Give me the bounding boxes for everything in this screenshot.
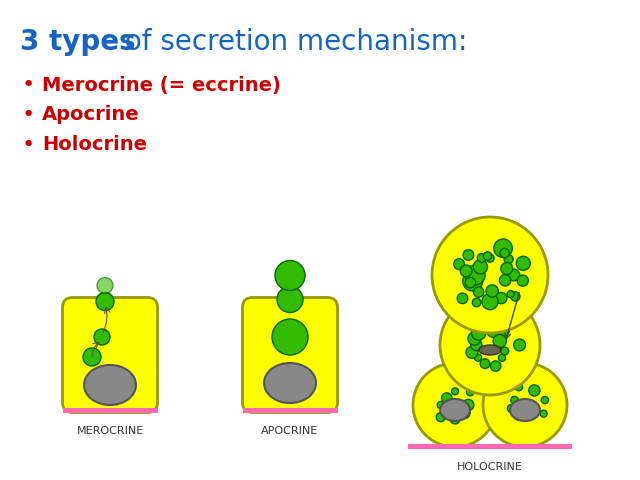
Circle shape xyxy=(463,271,483,291)
Bar xyxy=(408,444,572,449)
Circle shape xyxy=(495,292,507,304)
Circle shape xyxy=(472,326,486,340)
Circle shape xyxy=(452,388,458,395)
Circle shape xyxy=(499,354,506,361)
Circle shape xyxy=(83,348,101,366)
Ellipse shape xyxy=(479,345,501,355)
Circle shape xyxy=(482,293,498,310)
Circle shape xyxy=(463,250,474,260)
Circle shape xyxy=(500,347,509,355)
Circle shape xyxy=(458,407,470,419)
FancyBboxPatch shape xyxy=(243,298,337,412)
Circle shape xyxy=(272,319,308,355)
Circle shape xyxy=(450,414,460,424)
Circle shape xyxy=(483,252,492,260)
Circle shape xyxy=(516,256,531,270)
Circle shape xyxy=(514,339,525,351)
Circle shape xyxy=(507,290,514,298)
Circle shape xyxy=(466,347,478,359)
Circle shape xyxy=(477,253,486,263)
Circle shape xyxy=(457,293,468,304)
Circle shape xyxy=(480,359,490,369)
Circle shape xyxy=(474,287,484,297)
Circle shape xyxy=(515,383,523,391)
Circle shape xyxy=(463,399,474,410)
Ellipse shape xyxy=(440,399,470,421)
Circle shape xyxy=(432,217,548,333)
Circle shape xyxy=(96,292,114,311)
Circle shape xyxy=(499,275,511,286)
Circle shape xyxy=(517,275,528,286)
Bar xyxy=(243,408,337,412)
Circle shape xyxy=(486,322,502,337)
Ellipse shape xyxy=(264,363,316,403)
Circle shape xyxy=(508,405,515,412)
Text: APOCRINE: APOCRINE xyxy=(261,425,319,435)
Circle shape xyxy=(504,255,513,264)
Circle shape xyxy=(472,298,481,307)
Circle shape xyxy=(541,396,548,404)
Circle shape xyxy=(486,285,499,297)
Text: •: • xyxy=(22,105,35,125)
Circle shape xyxy=(524,410,532,418)
Text: 3 types: 3 types xyxy=(20,28,136,56)
Circle shape xyxy=(442,393,452,403)
Circle shape xyxy=(529,385,540,396)
Circle shape xyxy=(486,254,494,262)
Text: Apocrine: Apocrine xyxy=(42,106,140,124)
Circle shape xyxy=(467,388,474,396)
Circle shape xyxy=(468,332,481,345)
Circle shape xyxy=(500,248,509,258)
Circle shape xyxy=(440,295,540,395)
Circle shape xyxy=(511,396,518,404)
FancyBboxPatch shape xyxy=(63,298,157,412)
Text: Merocrine (= eccrine): Merocrine (= eccrine) xyxy=(42,75,281,95)
Circle shape xyxy=(94,329,110,345)
Circle shape xyxy=(500,263,513,275)
Circle shape xyxy=(498,325,509,336)
Circle shape xyxy=(471,339,482,350)
Text: •: • xyxy=(22,75,35,95)
Circle shape xyxy=(514,411,523,420)
Circle shape xyxy=(465,265,485,285)
Circle shape xyxy=(493,335,506,348)
Ellipse shape xyxy=(510,399,540,421)
Circle shape xyxy=(277,287,303,312)
Circle shape xyxy=(97,277,113,293)
Ellipse shape xyxy=(84,365,136,405)
Circle shape xyxy=(490,361,501,371)
Circle shape xyxy=(413,363,497,447)
Circle shape xyxy=(494,239,512,257)
Circle shape xyxy=(437,401,444,408)
Bar xyxy=(63,408,157,412)
Circle shape xyxy=(483,363,567,447)
Circle shape xyxy=(436,412,445,421)
Text: HOLOCRINE: HOLOCRINE xyxy=(457,462,523,472)
Circle shape xyxy=(474,354,482,361)
Circle shape xyxy=(480,322,491,333)
Circle shape xyxy=(465,277,476,288)
Circle shape xyxy=(508,269,520,281)
Circle shape xyxy=(275,261,305,290)
Circle shape xyxy=(511,292,520,301)
Circle shape xyxy=(460,265,472,277)
Circle shape xyxy=(474,260,488,274)
Circle shape xyxy=(540,410,547,417)
Text: Holocrine: Holocrine xyxy=(42,135,147,155)
Circle shape xyxy=(454,259,465,269)
Text: of secretion mechanism:: of secretion mechanism: xyxy=(116,28,467,56)
Text: MEROCRINE: MEROCRINE xyxy=(76,425,143,435)
Text: •: • xyxy=(22,135,35,155)
